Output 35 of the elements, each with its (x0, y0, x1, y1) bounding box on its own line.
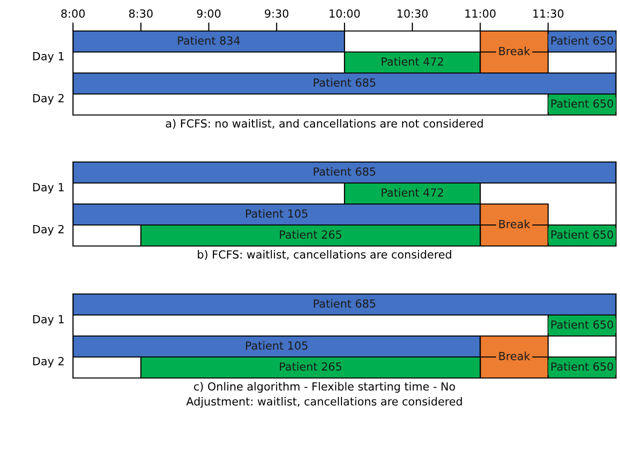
series-label: Patient 685 (314, 299, 376, 308)
series-label: Break (499, 352, 530, 360)
y-tick-label: Day 1 (33, 52, 64, 62)
y-tick-label: Day 1 (33, 183, 64, 194)
y-tick-label: Day 2 (33, 94, 64, 104)
text: a) FCFS: no waitlist, and cancellations are not considered (166, 119, 483, 129)
series-label: Patient 472 (382, 188, 443, 197)
series-label: Patient 834 (178, 36, 240, 45)
series-label: Patient 265 (280, 362, 342, 371)
series-label: Patient 685 (314, 78, 376, 87)
x-tick-label: 9:00 (196, 9, 220, 18)
y-tick-label: Day 2 (33, 224, 64, 236)
series-label: Break (499, 46, 530, 56)
series-label: Patient 650 (551, 362, 614, 371)
series-label: Patient 265 (280, 230, 342, 239)
series-label: Break (499, 220, 530, 228)
x-tick-label: 8:00 (61, 9, 85, 18)
text: b) FCFS: waitlist, cancellations are considered (198, 250, 452, 260)
series-label: Patient 650 (551, 320, 614, 329)
x-tick-label: 9:30 (264, 9, 288, 18)
series-label: Patient 685 (314, 167, 376, 176)
series-label: Patient 105 (246, 341, 308, 350)
series-label: Patient 650 (551, 230, 614, 239)
x-tick-label: 11:00 (465, 9, 496, 18)
x-tick-label: 10:00 (330, 9, 360, 18)
y-tick-label: Day 2 (33, 356, 64, 368)
series-label: Patient 105 (246, 209, 308, 218)
x-tick-label: 8:30 (129, 9, 153, 18)
text: c) Online algorithm - Flexible starting time - No Adjustment: waitlist, cancellations are considered (186, 382, 462, 408)
series-label: Patient 650 (551, 99, 614, 108)
x-tick-label: 10:30 (398, 9, 428, 18)
series-label: Patient 650 (551, 36, 614, 45)
series-label: Patient 472 (382, 57, 443, 66)
x-tick-label: 11:30 (533, 9, 564, 18)
y-tick-label: Day 1 (33, 315, 64, 326)
